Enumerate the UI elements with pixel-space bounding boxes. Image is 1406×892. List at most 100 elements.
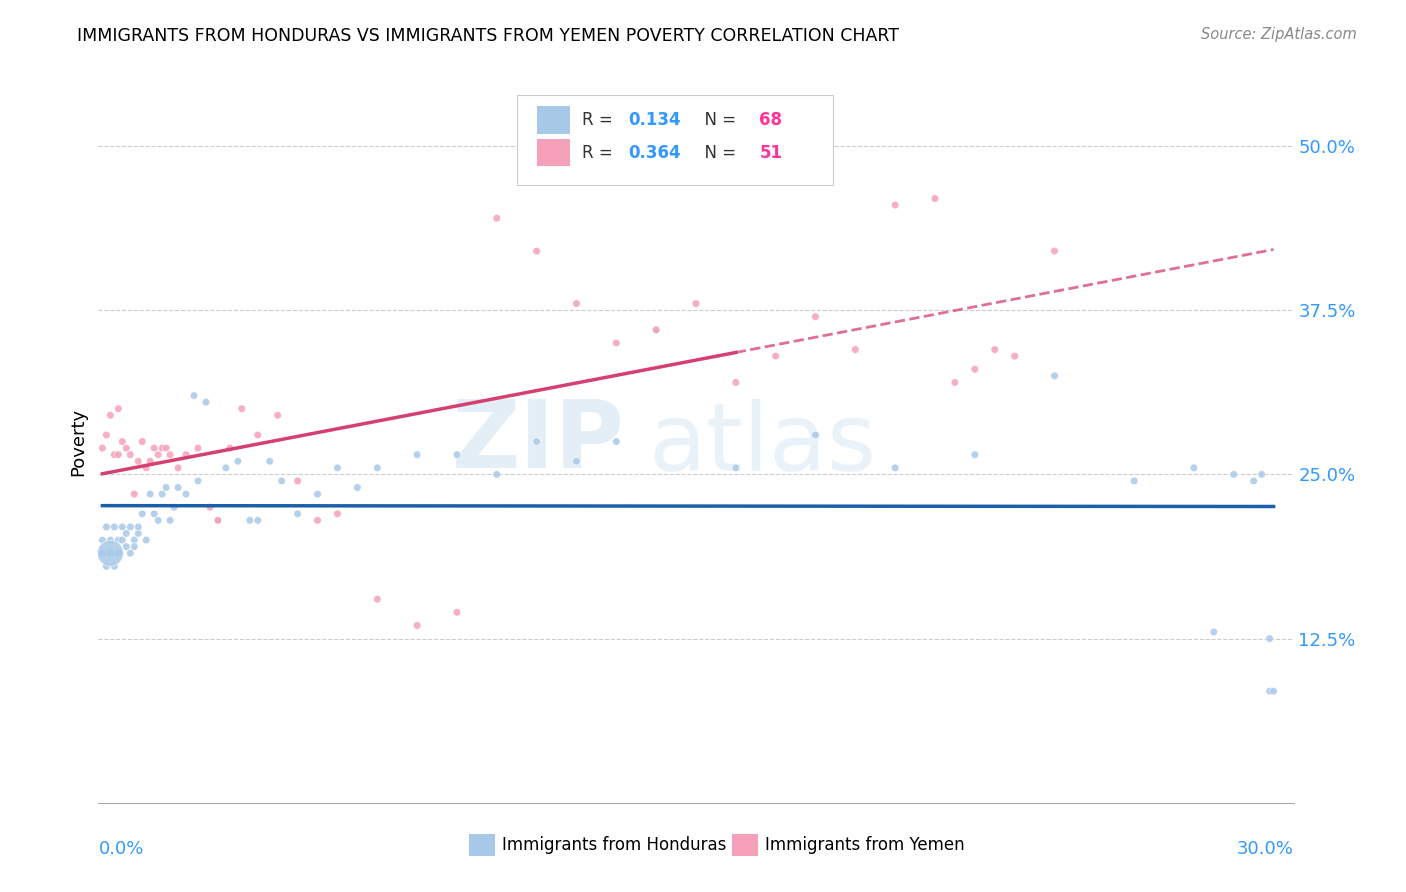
Point [270,474,292,488]
Point [485,211,508,226]
Point [127,520,149,534]
Point [984,343,1007,357]
Point [124,487,146,501]
Point [148,448,170,462]
Point [124,540,146,554]
Point [167,460,190,475]
Point [605,336,627,351]
Point [1258,684,1281,698]
Point [326,460,349,475]
Point [167,481,190,495]
Point [485,467,508,482]
Point [685,296,707,310]
Point [406,448,429,462]
Point [127,526,149,541]
Point [287,507,309,521]
FancyBboxPatch shape [517,95,834,185]
Point [120,546,142,560]
Point [287,474,309,488]
Point [103,520,125,534]
Text: 0.364: 0.364 [628,144,681,161]
Point [267,409,290,423]
Point [120,448,142,462]
Point [98,546,122,560]
Point [1004,349,1026,363]
Point [91,546,114,560]
Point [724,376,747,390]
Text: 0.134: 0.134 [628,111,681,129]
Point [107,546,129,560]
Point [226,454,249,468]
Point [526,434,548,449]
Point [139,454,162,468]
Point [103,448,125,462]
Point [107,448,129,462]
Point [1043,368,1066,383]
Point [239,513,262,527]
FancyBboxPatch shape [537,106,571,134]
Point [98,533,122,547]
Point [174,487,197,501]
Text: 30.0%: 30.0% [1237,839,1294,857]
FancyBboxPatch shape [733,834,758,855]
FancyBboxPatch shape [470,834,495,855]
Point [148,513,170,527]
Text: atlas: atlas [648,399,876,491]
Point [131,434,153,449]
Point [103,559,125,574]
Point [366,460,388,475]
Text: ZIP: ZIP [451,395,624,488]
Point [1202,625,1225,640]
Point [135,533,157,547]
Point [159,513,181,527]
Text: N =: N = [693,144,741,161]
Point [307,487,329,501]
Point [446,448,468,462]
Text: IMMIGRANTS FROM HONDURAS VS IMMIGRANTS FROM YEMEN POVERTY CORRELATION CHART: IMMIGRANTS FROM HONDURAS VS IMMIGRANTS F… [77,27,900,45]
Text: Immigrants from Yemen: Immigrants from Yemen [765,836,965,854]
Point [804,310,827,324]
Point [526,244,548,258]
Point [366,592,388,607]
Point [446,605,468,619]
Point [174,448,197,462]
Point [1223,467,1246,482]
Point [943,376,966,390]
Point [159,448,181,462]
Text: Immigrants from Honduras: Immigrants from Honduras [502,836,727,854]
Point [1243,474,1265,488]
Text: 0.0%: 0.0% [98,839,143,857]
Point [565,454,588,468]
Point [924,192,946,206]
Point [1250,467,1272,482]
Point [91,441,114,455]
Point [155,481,177,495]
Point [406,618,429,632]
Point [115,540,138,554]
Point [150,487,173,501]
Point [107,401,129,416]
Point [565,296,588,310]
Text: R =: R = [582,111,619,129]
Point [804,428,827,442]
Point [219,441,242,455]
Point [187,441,209,455]
Point [326,507,349,521]
Point [1043,244,1066,258]
FancyBboxPatch shape [537,139,571,166]
Point [107,533,129,547]
Point [115,441,138,455]
Point [183,388,205,402]
Point [765,349,787,363]
Text: Source: ZipAtlas.com: Source: ZipAtlas.com [1201,27,1357,42]
Point [198,500,221,515]
Point [124,533,146,547]
Text: N =: N = [693,111,741,129]
Point [96,559,118,574]
Point [259,454,281,468]
Point [884,460,907,475]
Point [143,441,166,455]
Point [135,460,157,475]
Point [91,533,114,547]
Point [724,460,747,475]
